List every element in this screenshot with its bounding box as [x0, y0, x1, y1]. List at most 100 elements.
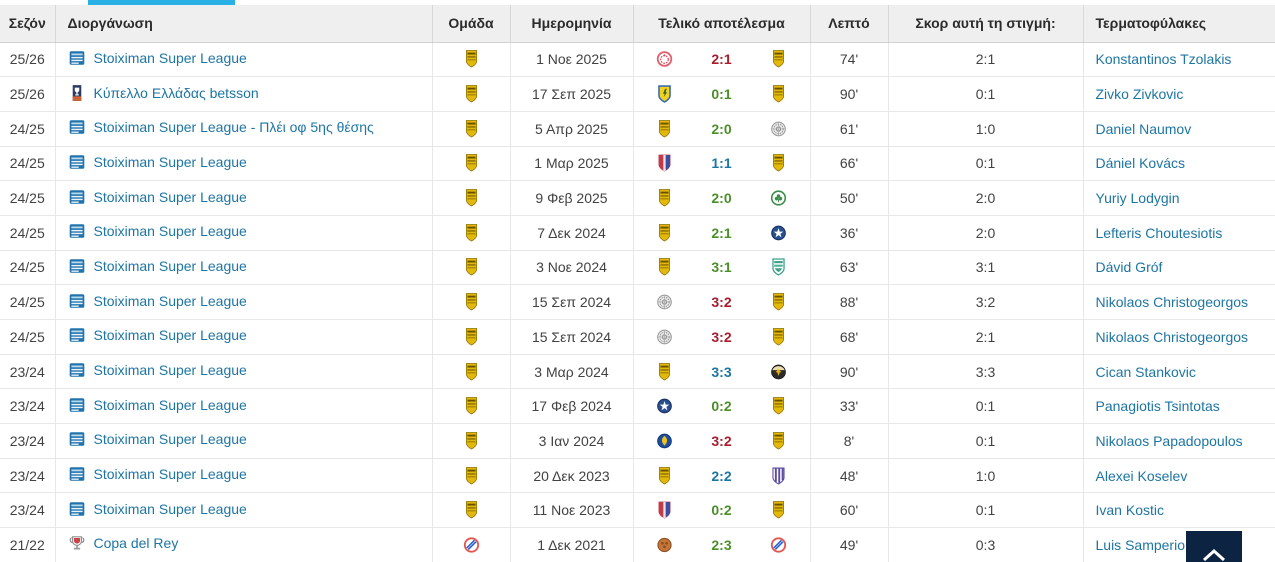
gold-shield-crest-icon[interactable]: [463, 188, 480, 208]
goalkeeper-link[interactable]: Ivan Kostic: [1095, 502, 1164, 519]
gold-shield-crest-icon[interactable]: [463, 396, 480, 416]
goalkeeper-link[interactable]: Nikolaos Papadopoulos: [1095, 432, 1243, 449]
panetolikos-crest-icon[interactable]: [656, 84, 673, 104]
competition-link[interactable]: Stoiximan Super League: [68, 361, 247, 379]
gold-shield-crest-icon[interactable]: [656, 362, 673, 382]
final-score-link[interactable]: 2:3: [711, 536, 732, 553]
teal-club-crest-icon[interactable]: [770, 257, 787, 277]
final-score-link[interactable]: 3:3: [711, 363, 732, 380]
final-score-link[interactable]: 2:2: [711, 467, 732, 484]
goalkeeper-link[interactable]: Zivko Zivkovic: [1095, 86, 1184, 103]
final-score-link[interactable]: 0:2: [711, 502, 732, 519]
final-score-link[interactable]: 2:1: [711, 51, 732, 68]
competition-link[interactable]: Stoiximan Super League: [68, 396, 247, 414]
competition-label: Stoiximan Super League: [93, 431, 247, 448]
gold-shield-crest-icon[interactable]: [656, 257, 673, 277]
competition-link[interactable]: Stoiximan Super League: [68, 49, 247, 67]
goalkeeper-link[interactable]: Yuriy Lodygin: [1095, 190, 1180, 207]
atromitos-crest-icon[interactable]: [656, 396, 673, 416]
competition-link[interactable]: Copa del Rey: [68, 534, 178, 552]
final-score-link[interactable]: 0:1: [711, 86, 732, 103]
gold-shield-crest-icon[interactable]: [656, 119, 673, 139]
gray-club-crest-icon[interactable]: [656, 327, 673, 347]
goalkeeper-link[interactable]: Dániel Kovács: [1095, 155, 1186, 172]
competition-link[interactable]: Stoiximan Super League: [68, 153, 247, 171]
gold-shield-crest-icon[interactable]: [463, 153, 480, 173]
gold-shield-crest-icon[interactable]: [770, 327, 787, 347]
goalkeeper-link[interactable]: Nikolaos Christogeorgos: [1095, 294, 1249, 311]
table-row: 24/25 Stoiximan Super League 15 Σεπ 2024…: [0, 284, 1275, 320]
gold-shield-crest-icon[interactable]: [463, 500, 480, 520]
final-score-link[interactable]: 3:1: [711, 259, 732, 276]
date-text: 3 Μαρ 2024: [534, 363, 609, 380]
competition-link[interactable]: Stoiximan Super League: [68, 188, 247, 206]
gray-club-crest-icon[interactable]: [770, 119, 787, 139]
gold-shield-crest-icon[interactable]: [463, 84, 480, 104]
purple-club-crest-icon[interactable]: [770, 466, 787, 486]
gold-shield-crest-icon[interactable]: [463, 362, 480, 382]
gold-shield-crest-icon[interactable]: [463, 257, 480, 277]
asteras-crest-icon[interactable]: [656, 431, 673, 451]
panathinaikos-crest-icon[interactable]: [770, 188, 787, 208]
season-cell: 24/25: [0, 111, 56, 147]
competition-link[interactable]: Stoiximan Super League: [68, 292, 247, 310]
date-cell: 1 Νοε 2025: [510, 42, 634, 78]
minute-text: 60': [839, 502, 859, 519]
season-cell: 23/24: [0, 423, 56, 459]
goalkeeper-link[interactable]: Alexei Koselev: [1095, 467, 1188, 484]
date-text: 17 Φεβ 2024: [531, 398, 612, 415]
final-score-link[interactable]: 2:0: [711, 190, 732, 207]
gold-shield-crest-icon[interactable]: [463, 49, 480, 69]
red-blue-club-crest-icon[interactable]: [656, 500, 673, 520]
gold-shield-crest-icon[interactable]: [463, 292, 480, 312]
competition-link[interactable]: Stoiximan Super League: [68, 257, 247, 275]
gold-shield-crest-icon[interactable]: [463, 431, 480, 451]
gold-shield-crest-icon[interactable]: [770, 84, 787, 104]
olympiacos-crest-icon[interactable]: [656, 49, 673, 69]
competition-link[interactable]: Stoiximan Super League: [68, 326, 247, 344]
final-score-link[interactable]: 2:1: [711, 224, 732, 241]
competition-link[interactable]: Stoiximan Super League: [68, 222, 247, 240]
gold-shield-crest-icon[interactable]: [770, 431, 787, 451]
gray-club-crest-icon[interactable]: [656, 292, 673, 312]
final-score-link[interactable]: 3:2: [711, 432, 732, 449]
scroll-to-top-button[interactable]: [1186, 531, 1242, 562]
gold-shield-crest-icon[interactable]: [656, 466, 673, 486]
espanyol-crest-icon[interactable]: [770, 535, 787, 555]
gold-shield-crest-icon[interactable]: [656, 188, 673, 208]
gold-shield-crest-icon[interactable]: [463, 466, 480, 486]
final-score-link[interactable]: 1:1: [711, 155, 732, 172]
gold-shield-crest-icon[interactable]: [770, 500, 787, 520]
gold-shield-crest-icon[interactable]: [770, 153, 787, 173]
goalkeeper-link[interactable]: Lefteris Choutesiotis: [1095, 224, 1223, 241]
season-text: 24/25: [9, 155, 45, 172]
gold-shield-crest-icon[interactable]: [656, 223, 673, 243]
final-score-link[interactable]: 3:2: [711, 328, 732, 345]
final-score-link[interactable]: 3:2: [711, 294, 732, 311]
aek-round-crest-icon[interactable]: [770, 362, 787, 382]
gold-shield-crest-icon[interactable]: [463, 119, 480, 139]
gold-shield-crest-icon[interactable]: [770, 292, 787, 312]
competition-link[interactable]: Κύπελλο Ελλάδας betsson: [68, 84, 259, 102]
final-score-link[interactable]: 2:0: [711, 120, 732, 137]
espanyol-crest-icon[interactable]: [463, 535, 480, 555]
atromitos-crest-icon[interactable]: [770, 223, 787, 243]
brown-club-crest-icon[interactable]: [656, 535, 673, 555]
goalkeeper-link[interactable]: Cican Stankovic: [1095, 363, 1196, 380]
goalkeeper-link[interactable]: Daniel Naumov: [1095, 120, 1192, 137]
goalkeeper-link[interactable]: Nikolaos Christogeorgos: [1095, 328, 1249, 345]
goalkeeper-link[interactable]: Dávid Gróf: [1095, 259, 1163, 276]
final-score-link[interactable]: 0:2: [711, 398, 732, 415]
goalkeeper-link[interactable]: Luis Samperio: [1095, 536, 1186, 553]
competition-link[interactable]: Stoiximan Super League: [68, 430, 247, 448]
gold-shield-crest-icon[interactable]: [463, 223, 480, 243]
gold-shield-crest-icon[interactable]: [463, 327, 480, 347]
competition-link[interactable]: Stoiximan Super League - Πλέι οφ 5ης θέσ…: [68, 118, 374, 136]
gold-shield-crest-icon[interactable]: [770, 49, 787, 69]
gold-shield-crest-icon[interactable]: [770, 396, 787, 416]
competition-link[interactable]: Stoiximan Super League: [68, 465, 247, 483]
competition-link[interactable]: Stoiximan Super League: [68, 500, 247, 518]
goalkeeper-link[interactable]: Konstantinos Tzolakis: [1095, 51, 1232, 68]
goalkeeper-link[interactable]: Panagiotis Tsintotas: [1095, 398, 1220, 415]
red-blue-club-crest-icon[interactable]: [656, 153, 673, 173]
